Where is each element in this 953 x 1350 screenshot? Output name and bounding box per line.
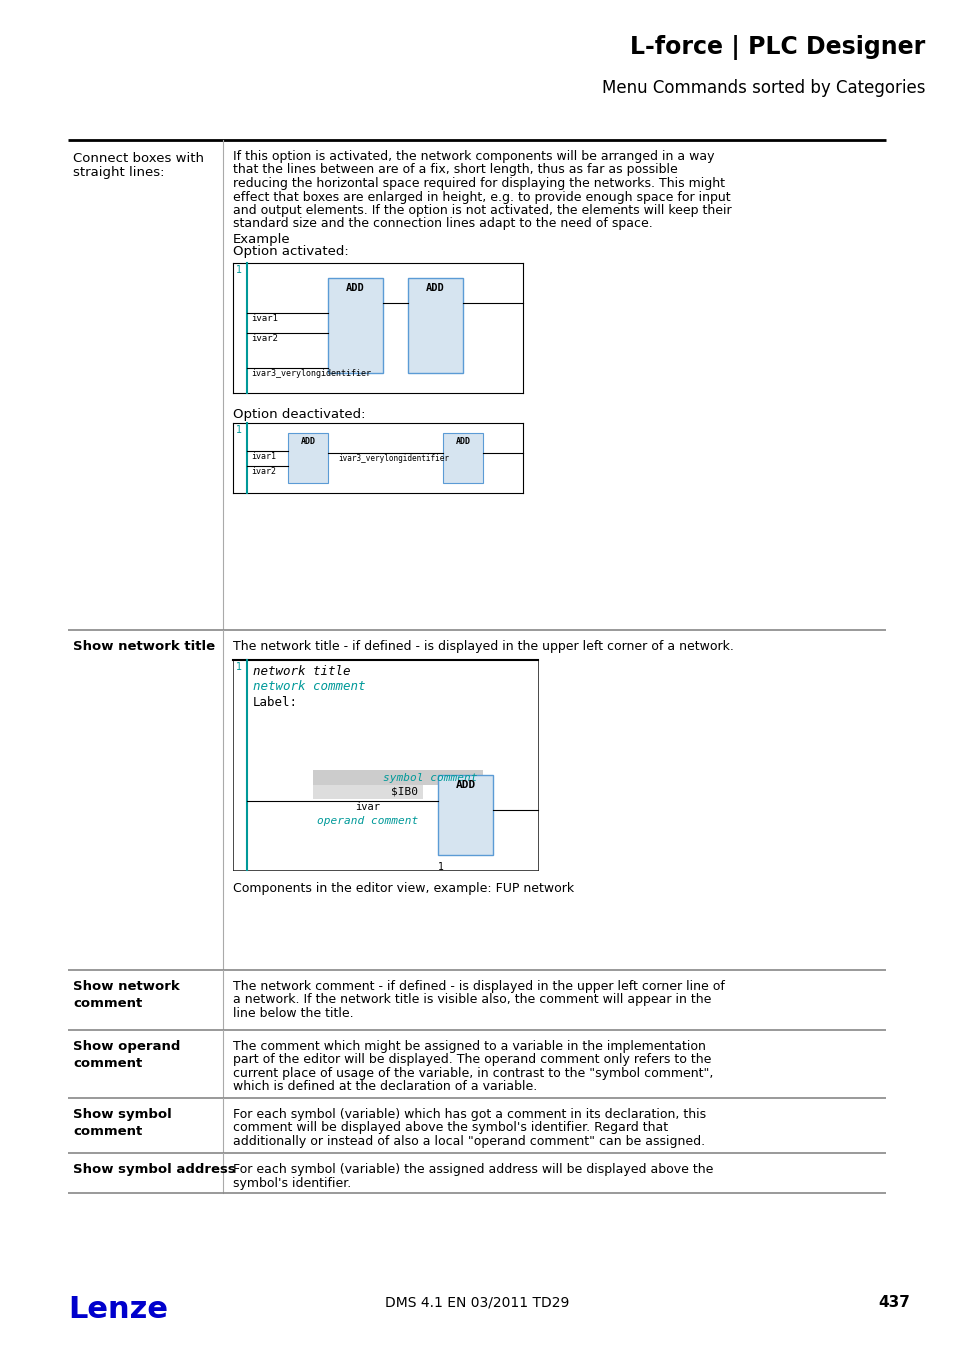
Text: Connect boxes with: Connect boxes with (73, 153, 204, 165)
Text: 1: 1 (235, 662, 242, 672)
Text: additionally or instead of also a local "operand comment" can be assigned.: additionally or instead of also a local … (233, 1135, 704, 1148)
Text: ivar1: ivar1 (251, 315, 277, 323)
Text: 1: 1 (235, 265, 242, 275)
Text: 1: 1 (437, 863, 443, 872)
Text: which is defined at the declaration of a variable.: which is defined at the declaration of a… (233, 1080, 537, 1094)
Text: straight lines:: straight lines: (73, 166, 164, 180)
Text: DMS 4.1 EN 03/2011 TD29: DMS 4.1 EN 03/2011 TD29 (384, 1295, 569, 1309)
Text: Show symbol
comment: Show symbol comment (73, 1108, 172, 1138)
Text: 1: 1 (235, 425, 242, 435)
Text: The network comment - if defined - is displayed in the upper left corner line of: The network comment - if defined - is di… (233, 980, 724, 994)
FancyBboxPatch shape (328, 278, 382, 373)
Text: ivar1: ivar1 (251, 452, 275, 460)
Text: Show symbol address: Show symbol address (73, 1162, 235, 1176)
Text: For each symbol (variable) which has got a comment in its declaration, this: For each symbol (variable) which has got… (233, 1108, 705, 1120)
Text: Lenze: Lenze (68, 1295, 168, 1324)
Text: Menu Commands sorted by Categories: Menu Commands sorted by Categories (601, 80, 924, 97)
Text: that the lines between are of a fix, short length, thus as far as possible: that the lines between are of a fix, sho… (233, 163, 677, 177)
Text: network comment: network comment (253, 680, 365, 693)
Text: network title: network title (253, 666, 350, 678)
Text: $IB0: $IB0 (391, 787, 417, 796)
Text: comment will be displayed above the symbol's identifier. Regard that: comment will be displayed above the symb… (233, 1122, 667, 1134)
Bar (313, 769, 482, 784)
Text: ADD: ADD (426, 284, 444, 293)
Text: ADD: ADD (300, 437, 315, 446)
Text: ivar: ivar (355, 802, 380, 811)
Text: ADD: ADD (346, 284, 364, 293)
FancyBboxPatch shape (442, 433, 482, 483)
FancyBboxPatch shape (437, 775, 493, 855)
Text: L-force | PLC Designer: L-force | PLC Designer (630, 35, 924, 61)
Text: line below the title.: line below the title. (233, 1007, 354, 1021)
Text: Example: Example (233, 234, 291, 246)
Text: The network title - if defined - is displayed in the upper left corner of a netw: The network title - if defined - is disp… (233, 640, 733, 653)
Text: ivar3_verylongidentifier: ivar3_verylongidentifier (337, 454, 449, 463)
Text: If this option is activated, the network components will be arranged in a way: If this option is activated, the network… (233, 150, 714, 163)
Text: ivar2: ivar2 (251, 467, 275, 477)
Text: reducing the horizontal space required for displaying the networks. This might: reducing the horizontal space required f… (233, 177, 724, 190)
Text: Components in the editor view, example: FUP network: Components in the editor view, example: … (233, 882, 574, 895)
Text: Show operand
comment: Show operand comment (73, 1040, 180, 1071)
Text: Option activated:: Option activated: (233, 244, 349, 258)
Text: part of the editor will be displayed. The operand comment only refers to the: part of the editor will be displayed. Th… (233, 1053, 711, 1066)
Text: and output elements. If the option is not activated, the elements will keep thei: and output elements. If the option is no… (233, 204, 731, 217)
Text: Show network title: Show network title (73, 640, 214, 653)
Text: symbol comment: symbol comment (383, 774, 477, 783)
Text: ADD: ADD (455, 437, 470, 446)
Text: operand comment: operand comment (316, 815, 417, 826)
Text: Option deactivated:: Option deactivated: (233, 408, 365, 421)
Text: ivar2: ivar2 (251, 333, 277, 343)
Text: effect that boxes are enlarged in height, e.g. to provide enough space for input: effect that boxes are enlarged in height… (233, 190, 730, 204)
FancyBboxPatch shape (408, 278, 462, 373)
Text: Show network
comment: Show network comment (73, 980, 179, 1010)
FancyBboxPatch shape (288, 433, 328, 483)
Text: For each symbol (variable) the assigned address will be displayed above the: For each symbol (variable) the assigned … (233, 1162, 713, 1176)
Text: 437: 437 (877, 1295, 909, 1309)
Text: The comment which might be assigned to a variable in the implementation: The comment which might be assigned to a… (233, 1040, 705, 1053)
Bar (313, 784, 422, 799)
Text: ADD: ADD (455, 780, 476, 790)
Text: a network. If the network title is visible also, the comment will appear in the: a network. If the network title is visib… (233, 994, 711, 1007)
Text: standard size and the connection lines adapt to the need of space.: standard size and the connection lines a… (233, 217, 652, 231)
Text: Label:: Label: (253, 697, 297, 709)
Text: symbol's identifier.: symbol's identifier. (233, 1176, 351, 1189)
Text: current place of usage of the variable, in contrast to the "symbol comment",: current place of usage of the variable, … (233, 1066, 713, 1080)
Text: ivar3_verylongidentifier: ivar3_verylongidentifier (251, 369, 371, 378)
